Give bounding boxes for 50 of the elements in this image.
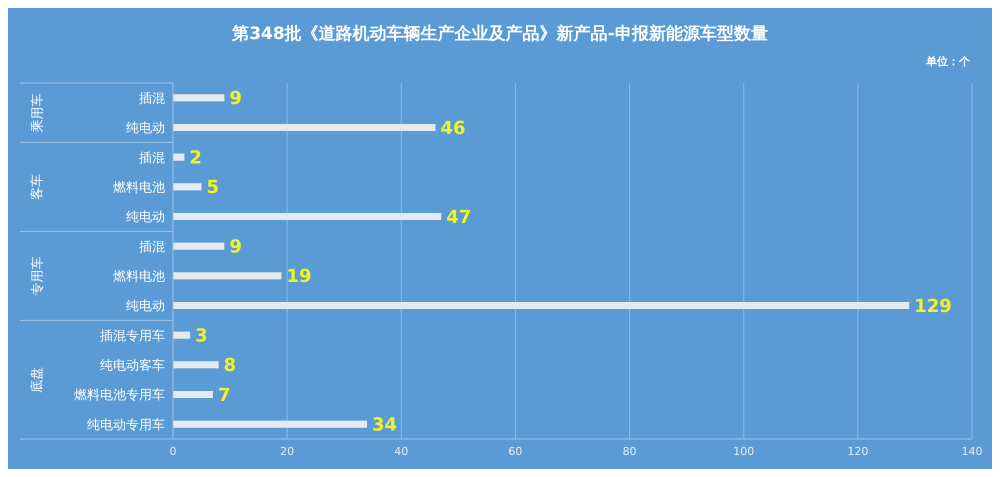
x-tick-label: 0: [170, 444, 176, 458]
data-label: 34: [372, 414, 398, 436]
chart-title: 第348批《道路机动车辆生产企业及产品》新产品-申报新能源车型数量: [231, 23, 769, 45]
text: 单位：个: [926, 54, 970, 69]
data-label: 3: [195, 326, 208, 347]
bar: [173, 124, 436, 132]
text: 乘用车: [29, 93, 46, 132]
text: 客车: [29, 174, 46, 200]
bar: [173, 183, 202, 190]
bar: [173, 212, 442, 220]
y-tick-label: 纯电动: [126, 210, 165, 226]
x-tick-label: 140: [962, 444, 982, 458]
bar: [173, 332, 190, 339]
y-tick-label: 纯电动: [126, 299, 165, 314]
data-label: 46: [440, 118, 466, 139]
y-tick-label: 燃料电池: [113, 180, 165, 196]
text: 专用车: [29, 256, 46, 296]
y-tick-label: 纯电动客车: [100, 357, 165, 374]
bar: [173, 390, 213, 398]
y-tick-label: 插混: [139, 240, 165, 255]
y-tick-label: 燃料电池专用车: [74, 388, 165, 404]
data-label: 8: [224, 355, 236, 376]
y-tick-label: 纯电动: [126, 121, 165, 136]
y-tick-label: 插混专用车: [100, 328, 165, 344]
bar: [173, 420, 368, 428]
bar: [173, 272, 282, 280]
data-label: 9: [229, 236, 242, 258]
x-tick-label: 100: [733, 444, 754, 458]
data-label: 2: [189, 148, 202, 169]
x-tick-label: 20: [280, 444, 294, 458]
data-label: 129: [914, 296, 952, 317]
text: 底盘: [29, 366, 46, 393]
y-tick-label: 燃料电池: [113, 269, 165, 284]
y-tick-label: 插混: [139, 91, 165, 106]
x-tick-label: 60: [508, 444, 522, 458]
y-tick-label: 纯电动专用车: [87, 418, 165, 433]
x-tick-label: 80: [622, 444, 637, 458]
data-label: 47: [446, 206, 472, 228]
data-label: 19: [286, 266, 312, 288]
bar: [173, 242, 224, 250]
x-tick-label: 40: [394, 444, 408, 458]
bar: [173, 154, 184, 161]
data-label: 5: [206, 177, 220, 198]
bar: [173, 361, 219, 368]
data-label: 9: [229, 88, 242, 110]
bar: [173, 94, 224, 102]
y-tick-label: 插混: [139, 150, 165, 166]
x-tick-label: 120: [847, 444, 868, 458]
bar: [173, 302, 910, 310]
data-label: 7: [218, 384, 230, 406]
